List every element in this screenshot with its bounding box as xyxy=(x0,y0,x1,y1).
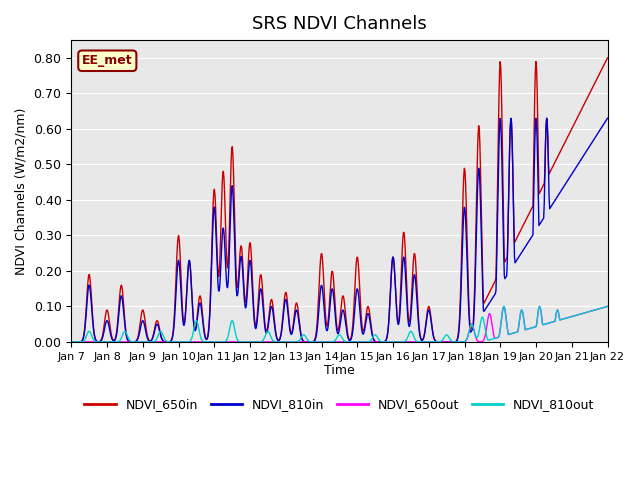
Title: SRS NDVI Channels: SRS NDVI Channels xyxy=(252,15,427,33)
Legend: NDVI_650in, NDVI_810in, NDVI_650out, NDVI_810out: NDVI_650in, NDVI_810in, NDVI_650out, NDV… xyxy=(79,394,600,417)
Y-axis label: NDVI Channels (W/m2/nm): NDVI Channels (W/m2/nm) xyxy=(15,108,28,275)
X-axis label: Time: Time xyxy=(324,364,355,377)
Text: EE_met: EE_met xyxy=(82,54,132,67)
